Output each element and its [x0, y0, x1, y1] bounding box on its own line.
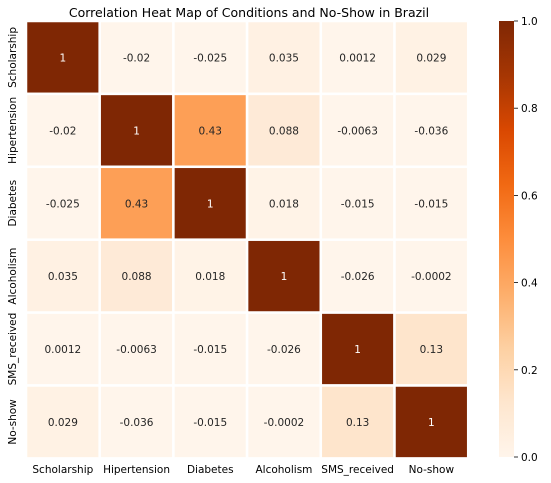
heatmap-cells: 1 -0.02 -0.025 0.035 0.0012 0.029 -0.02 1 0.43 0.…	[24, 19, 470, 460]
heatmap-cell	[393, 311, 470, 387]
colorbar	[499, 21, 514, 457]
y-axis-tick-labels: Scholarship Hipertension Diabetes Alcoholis…	[7, 27, 19, 445]
heatmap-cell	[319, 165, 396, 241]
heatmap-cell	[245, 92, 323, 169]
heatmap-cell	[393, 238, 470, 314]
cell-value-label: 0.029	[416, 52, 446, 64]
colorbar-tick-label: 0.4	[521, 278, 538, 290]
cell-value-label: 1	[60, 52, 67, 64]
cell-value-label: -0.015	[193, 417, 227, 429]
x-axis-tick-labels: Scholarship Hipertension Diabetes Alcoholis…	[32, 464, 454, 476]
x-tick-label: No-show	[409, 464, 455, 476]
heatmap-cell	[98, 92, 175, 169]
heatmap-cell	[24, 19, 101, 96]
heatmap-cell	[393, 165, 470, 241]
heatmap-cell	[393, 92, 470, 169]
cell-value-label: 0.13	[346, 417, 369, 429]
cell-value-label: -0.015	[341, 198, 375, 210]
cell-value-label: 1	[354, 344, 361, 356]
heatmap-cell	[245, 165, 323, 241]
cell-value-label: -0.015	[193, 344, 227, 356]
colorbar-gradient	[499, 21, 514, 457]
y-tick-label: Diabetes	[7, 180, 19, 227]
cell-value-label: 0.029	[48, 417, 78, 429]
cell-value-label: -0.0002	[411, 271, 452, 283]
cell-value-label: 1	[207, 198, 214, 210]
y-tick-label: Alcoholism	[7, 248, 19, 305]
colorbar-tick-labels: 0.0 0.2 0.4 0.6 0.8 1.0	[514, 16, 538, 464]
cell-value-label: -0.026	[267, 344, 301, 356]
cell-value-label: 0.43	[199, 125, 222, 137]
heatmap-cell	[245, 384, 323, 460]
colorbar-tick-label: 0.0	[521, 452, 538, 464]
cell-value-label: 0.035	[48, 271, 78, 283]
y-tick-label: Hipertension	[7, 97, 19, 164]
cell-value-label: -0.0063	[337, 125, 378, 137]
heatmap-cell	[393, 384, 470, 460]
heatmap-cell	[319, 238, 396, 314]
x-tick-label: SMS_received	[321, 464, 394, 476]
x-tick-label: Alcoholism	[255, 464, 312, 476]
x-tick-label: Hipertension	[103, 464, 170, 476]
heatmap-cell	[24, 384, 101, 460]
colorbar-tick-label: 0.6	[521, 190, 538, 202]
cell-value-label: -0.02	[49, 125, 76, 137]
heatmap-cell	[172, 238, 249, 314]
colorbar-tick-label: 1.0	[521, 16, 538, 28]
heatmap-cell	[98, 165, 175, 241]
colorbar-tick-label: 0.8	[521, 103, 538, 115]
y-tick-label: SMS_received	[7, 313, 19, 386]
cell-value-label: -0.025	[193, 52, 227, 64]
cell-value-label: -0.015	[414, 198, 448, 210]
chart-title: Correlation Heat Map of Conditions and N…	[69, 5, 429, 20]
x-tick-label: Diabetes	[187, 464, 234, 476]
cell-value-label: -0.036	[120, 417, 154, 429]
cell-value-label: -0.02	[123, 52, 150, 64]
heatmap-cell	[24, 238, 101, 314]
cell-value-label: -0.0002	[264, 417, 305, 429]
heatmap-cell	[393, 19, 470, 96]
cell-value-label: -0.025	[46, 198, 80, 210]
heatmap-cell	[98, 238, 175, 314]
heatmap-cell	[319, 384, 396, 460]
cell-value-label: 0.43	[125, 198, 148, 210]
cell-value-label: 0.035	[269, 52, 299, 64]
heatmap-cell	[319, 311, 396, 387]
cell-value-label: 0.088	[269, 125, 299, 137]
cell-value-label: -0.0063	[116, 344, 157, 356]
cell-value-label: 1	[428, 417, 435, 429]
heatmap-cell	[245, 238, 323, 314]
cell-value-label: -0.026	[341, 271, 375, 283]
y-tick-label: Scholarship	[7, 27, 19, 88]
x-tick-label: Scholarship	[32, 464, 93, 476]
cell-value-label: 0.0012	[339, 52, 376, 64]
colorbar-tick-label: 0.2	[521, 365, 538, 377]
cell-value-label: 0.018	[195, 271, 225, 283]
cell-value-label: 1	[133, 125, 140, 137]
cell-value-label: 0.13	[420, 344, 443, 356]
cell-value-label: 0.0012	[44, 344, 81, 356]
y-tick-label: No-show	[7, 399, 19, 445]
cell-value-label: -0.036	[414, 125, 448, 137]
cell-value-label: 0.088	[122, 271, 152, 283]
cell-value-label: 0.018	[269, 198, 299, 210]
cell-value-label: 1	[281, 271, 288, 283]
heatmap-cell	[172, 311, 249, 387]
